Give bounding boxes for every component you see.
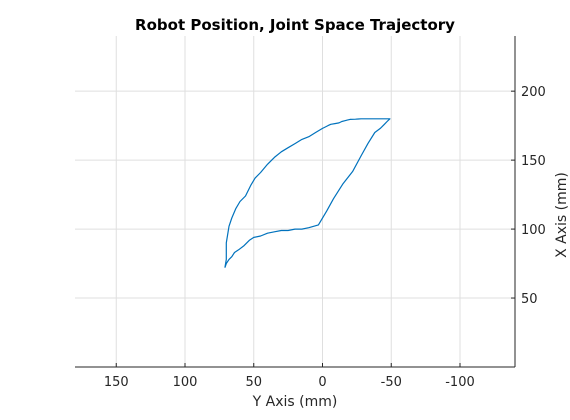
chart-title: Robot Position, Joint Space Trajectory	[135, 16, 455, 34]
tick-labels: 150 100 50 0 -50 -100 50 100 150 200	[104, 85, 546, 390]
x-tick-label: -50	[381, 375, 402, 390]
trajectory-line	[224, 118, 391, 268]
x-tick-label: 100	[173, 375, 198, 390]
x-tick-label: -100	[445, 375, 475, 390]
y-tick-label: 200	[521, 85, 546, 100]
y-axis-label: X Axis (mm)	[554, 172, 570, 258]
x-axis-label: Y Axis (mm)	[252, 394, 338, 410]
data-series	[224, 118, 391, 268]
y-tick-label: 150	[521, 154, 546, 169]
x-tick-label: 150	[104, 375, 129, 390]
x-tick-label: 50	[245, 375, 262, 390]
y-tick-label: 50	[521, 292, 538, 307]
grid	[75, 36, 515, 367]
x-tick-label: 0	[318, 375, 326, 390]
y-tick-label: 100	[521, 223, 546, 238]
axes	[75, 36, 516, 368]
